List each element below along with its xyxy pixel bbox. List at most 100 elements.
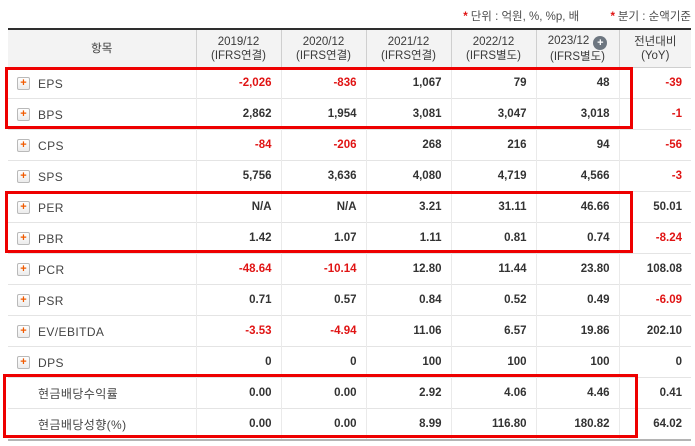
expand-plus-icon[interactable]: + — [17, 138, 30, 152]
table-row-sps: + SPS 5,756 3,636 4,080 4,719 4,566 -3 — [8, 160, 691, 192]
row-label: CPS — [38, 138, 64, 153]
cell-value: 1,954 — [280, 98, 366, 130]
cell-value: N/A — [195, 191, 281, 223]
row-label: PBR — [38, 231, 64, 246]
expand-plus-icon[interactable]: + — [17, 262, 30, 276]
expand-plus-icon[interactable]: + — [17, 231, 30, 245]
table-row-ev-ebitda: + EV/EBITDA -3.53 -4.94 11.06 6.57 19.86 … — [8, 315, 691, 347]
cell-value: -2,026 — [195, 67, 281, 99]
cell-yoy: -8.24 — [618, 222, 691, 254]
cell-value: 1,067 — [365, 67, 451, 99]
table-row-dps: + DPS 0 0 100 100 100 0 — [8, 346, 691, 378]
cell-value: 268 — [365, 129, 451, 161]
basis-note-text: 분기 : 순액기준 — [617, 11, 691, 23]
expand-plus-icon[interactable]: + — [17, 293, 30, 307]
expand-plus-icon[interactable]: + — [17, 107, 30, 121]
row-label: PSR — [38, 293, 64, 308]
cell-value: 3.21 — [365, 191, 451, 223]
expand-plus-icon[interactable]: + — [17, 324, 30, 338]
cell-value: 0.00 — [280, 408, 366, 440]
cell-value: 3,018 — [535, 98, 619, 130]
cell-value: 0.71 — [195, 284, 281, 316]
cell-value: 6.57 — [450, 315, 536, 347]
table-row-eps: + EPS -2,026 -836 1,067 79 48 -39 — [8, 67, 691, 99]
cell-value: 100 — [450, 346, 536, 378]
cell-value: -836 — [280, 67, 366, 99]
cell-yoy: -3 — [618, 160, 691, 192]
cell-value: 0.00 — [195, 377, 281, 409]
cell-value: 79 — [450, 67, 536, 99]
row-label: EPS — [38, 76, 64, 91]
cell-value: 4.06 — [450, 377, 536, 409]
basis-note: * 분기 : 순액기준 — [610, 11, 691, 23]
cell-yoy: -39 — [618, 67, 691, 99]
cell-value: 12.80 — [365, 253, 451, 285]
cell-value: 180.82 — [535, 408, 619, 440]
cell-yoy: 50.01 — [618, 191, 691, 223]
expand-plus-icon[interactable]: + — [17, 169, 30, 183]
cell-yoy: -6.09 — [618, 284, 691, 316]
row-label: SPS — [38, 169, 64, 184]
table-notes: * 단위 : 억원, %, %p, 배 * 분기 : 순액기준 — [463, 8, 691, 24]
cell-value: 116.80 — [450, 408, 536, 440]
column-header-yoy: 전년대비 (YoY) — [618, 29, 691, 68]
cell-yoy: -1 — [618, 98, 691, 130]
row-label: DPS — [38, 355, 64, 370]
cell-value: 3,047 — [450, 98, 536, 130]
column-header-2019-12: 2019/12 (IFRS연결) — [195, 29, 281, 68]
cell-value: 31.11 — [450, 191, 536, 223]
column-header-2021-12: 2021/12 (IFRS연결) — [365, 29, 451, 68]
add-column-plus-icon[interactable]: + — [593, 35, 608, 50]
cell-value: -4.94 — [280, 315, 366, 347]
cell-value: 0.81 — [450, 222, 536, 254]
row-label: PCR — [38, 262, 65, 277]
row-label: 현금배당성향(%) — [38, 417, 127, 432]
cell-yoy: -56 — [618, 129, 691, 161]
column-header-2023-12: 2023/12 + (IFRS별도) — [535, 29, 619, 68]
cell-value: 1.42 — [195, 222, 281, 254]
cell-value: 4,080 — [365, 160, 451, 192]
cell-value: 3,081 — [365, 98, 451, 130]
cell-value: 0 — [280, 346, 366, 378]
cell-value: 0.57 — [280, 284, 366, 316]
cell-value: 2,862 — [195, 98, 281, 130]
cell-value: 0.00 — [280, 377, 366, 409]
cell-value: -84 — [195, 129, 281, 161]
cell-value: 94 — [535, 129, 619, 161]
header-row: 항목 2019/12 (IFRS연결) 2020/12 (IFRS연결) 2021/… — [8, 29, 691, 68]
cell-value: -48.64 — [195, 253, 281, 285]
cell-value: -3.53 — [195, 315, 281, 347]
table-row-pcr: + PCR -48.64 -10.14 12.80 11.44 23.80 108… — [8, 253, 691, 285]
expand-plus-icon[interactable]: + — [17, 200, 30, 214]
cell-value: 2.92 — [365, 377, 451, 409]
cell-value: 0 — [195, 346, 281, 378]
cell-value: 11.44 — [450, 253, 536, 285]
column-header-2020-12: 2020/12 (IFRS연결) — [280, 29, 366, 68]
table-row-cps: + CPS -84 -206 268 216 94 -56 — [8, 129, 691, 161]
cell-value: 11.06 — [365, 315, 451, 347]
table-row-psr: + PSR 0.71 0.57 0.84 0.52 0.49 -6.09 — [8, 284, 691, 316]
cell-value: 1.11 — [365, 222, 451, 254]
asterisk: * — [463, 11, 468, 23]
cell-value: 5,756 — [195, 160, 281, 192]
cell-value: 1.07 — [280, 222, 366, 254]
cell-yoy: 202.10 — [618, 315, 691, 347]
row-label: 현금배당수익률 — [38, 386, 119, 401]
table-row-pbr: + PBR 1.42 1.07 1.11 0.81 0.74 -8.24 — [8, 222, 691, 254]
expand-plus-icon[interactable]: + — [17, 76, 30, 90]
table-row-cash-dividend-payout: 현금배당성향(%) 0.00 0.00 8.99 116.80 180.82 6… — [8, 408, 691, 440]
row-label: BPS — [38, 107, 64, 122]
row-label: PER — [38, 200, 64, 215]
table-row-cash-dividend-yield: 현금배당수익률 0.00 0.00 2.92 4.06 4.46 0.41 — [8, 377, 691, 409]
row-label: EV/EBITDA — [38, 324, 105, 339]
cell-value: 0.49 — [535, 284, 619, 316]
column-header-2022-12: 2022/12 (IFRS별도) — [450, 29, 536, 68]
table-row-bps: + BPS 2,862 1,954 3,081 3,047 3,018 -1 — [8, 98, 691, 130]
column-header-item: 항목 — [8, 29, 196, 68]
cell-value: 0.84 — [365, 284, 451, 316]
cell-value: -206 — [280, 129, 366, 161]
expand-plus-icon[interactable]: + — [17, 355, 30, 369]
cell-value: 4,719 — [450, 160, 536, 192]
cell-value: 19.86 — [535, 315, 619, 347]
cell-value: 23.80 — [535, 253, 619, 285]
